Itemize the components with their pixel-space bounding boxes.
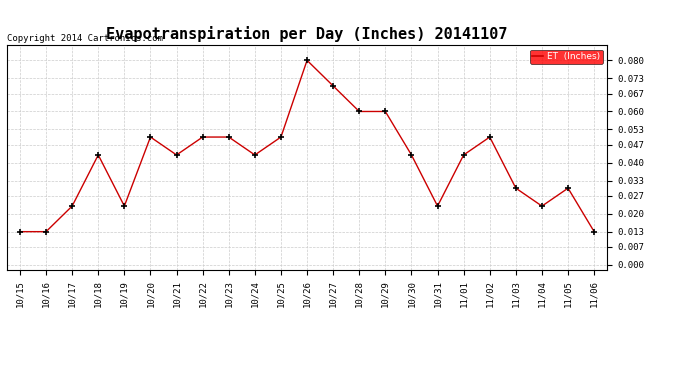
Title: Evapotranspiration per Day (Inches) 20141107: Evapotranspiration per Day (Inches) 2014… <box>106 27 508 42</box>
Text: Copyright 2014 Cartronics.com: Copyright 2014 Cartronics.com <box>7 34 163 43</box>
Legend: ET  (Inches): ET (Inches) <box>530 50 602 64</box>
